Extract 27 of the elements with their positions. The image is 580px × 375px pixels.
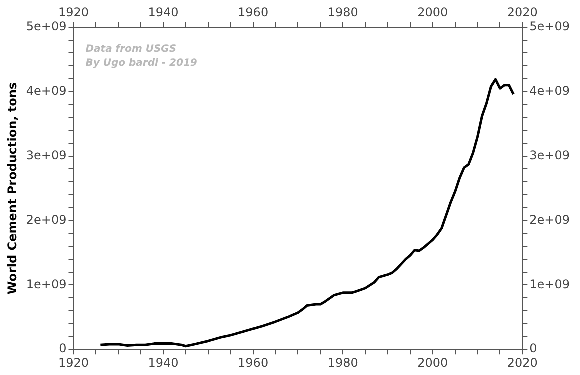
x-tick-label: 2020 <box>507 356 538 370</box>
x2-tick-label: 2020 <box>507 5 538 20</box>
x-tick-label: 1920 <box>58 356 90 370</box>
y-tick-label: 5e+09 <box>26 20 67 34</box>
x-tick-label: 2000 <box>418 356 448 370</box>
x2-tick-label: 1920 <box>58 5 90 20</box>
x2-tick-label: 2000 <box>418 5 448 20</box>
y2-tick-label: 2e+09 <box>530 212 570 227</box>
y-tick-label: 2e+09 <box>26 212 67 227</box>
x-tick-label: 1940 <box>148 356 179 370</box>
annotation: By Ugo bardi - 2019 <box>86 58 198 69</box>
y2-tick-label: 0 <box>530 342 538 356</box>
y2-tick-label: 1e+09 <box>530 277 570 292</box>
x2-tick-label: 1980 <box>328 5 358 20</box>
x-tick-label: 1980 <box>328 356 358 370</box>
y2-tick-label: 5e+09 <box>530 20 570 34</box>
y2-tick-label: 3e+09 <box>530 148 570 162</box>
x-tick-label: 1960 <box>238 356 269 370</box>
x2-tick-label: 1940 <box>148 5 179 20</box>
x2-tick-label: 1960 <box>238 5 269 20</box>
y-axis-title: World Cement Production, tons <box>5 82 20 295</box>
y-tick-label: 3e+09 <box>26 148 67 162</box>
y-tick-label: 1e+09 <box>26 277 67 292</box>
y-tick-label: 4e+09 <box>26 84 67 98</box>
y-tick-label: 0 <box>59 342 67 356</box>
annotation: Data from USGS <box>86 44 177 55</box>
y2-tick-label: 4e+09 <box>530 84 570 98</box>
